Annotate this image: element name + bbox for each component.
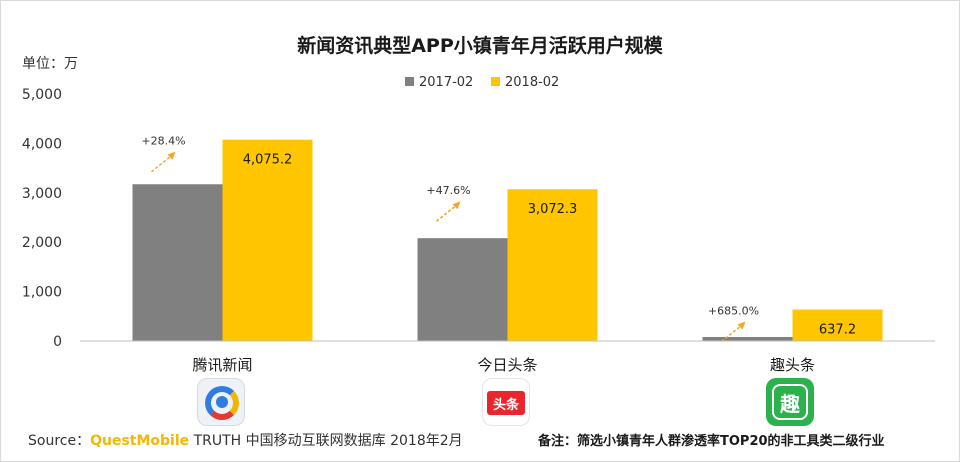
bar-2017-02 <box>417 238 508 341</box>
unit-label: 单位：万 <box>22 56 78 72</box>
bar-2018-02 <box>507 189 598 341</box>
y-tick-label: 5,000 <box>22 87 62 103</box>
bar-2018-02 <box>222 139 313 341</box>
growth-arrow-line <box>151 155 172 173</box>
toutiao-badge: 头条 <box>487 391 525 415</box>
source-note: Source：QuestMobile TRUTH 中国移动互联网数据库 2018… <box>28 430 463 450</box>
y-tick-label: 3,000 <box>22 186 62 202</box>
data-label: 4,075.2 <box>243 153 293 168</box>
x-category-label: 今日头条 <box>477 356 537 374</box>
x-category-label: 趣头条 <box>770 356 815 374</box>
growth-arrow-head <box>452 201 461 210</box>
toutiao-app-icon: 头条 <box>482 378 530 426</box>
bar-2017-02 <box>702 336 793 341</box>
growth-label: +47.6% <box>426 184 470 197</box>
tencent-news-dot-icon <box>216 396 228 408</box>
data-label: 3,072.3 <box>528 202 578 217</box>
legend-label: 2017-02 <box>419 75 473 90</box>
source-rest: TRUTH 中国移动互联网数据库 2018年2月 <box>189 433 463 449</box>
footnote: 备注：筛选小镇青年人群渗透率TOP20的非工具类二级行业 <box>538 434 885 449</box>
qutoutiao-glyph: 趣 <box>772 384 808 420</box>
growth-arrow-head <box>167 151 176 160</box>
data-label: 637.2 <box>819 323 856 338</box>
y-axis: 0 1,000 2,000 3,000 4,000 5,000 <box>22 87 62 350</box>
y-tick-label: 0 <box>53 334 62 350</box>
x-category-label: 腾讯新闻 <box>192 356 252 374</box>
growth-arrow-head <box>737 321 746 330</box>
bar-2017-02 <box>132 184 223 341</box>
chart-title: 新闻资讯典型APP小镇青年月活跃用户规模 <box>297 34 664 57</box>
x-axis: 腾讯新闻 今日头条 趣头条 <box>80 340 935 374</box>
growth-arrow-line <box>721 324 742 343</box>
growth-arrow-line <box>436 204 457 222</box>
tencent-news-ring-icon <box>205 386 239 420</box>
legend: 2017-02 2018-02 <box>405 75 559 90</box>
y-tick-label: 2,000 <box>22 235 62 251</box>
growth-label: +28.4% <box>141 135 185 148</box>
bar-2018-02 <box>792 309 883 341</box>
y-tick-label: 1,000 <box>22 285 62 301</box>
y-tick-label: 4,000 <box>22 136 62 152</box>
source-brand: QuestMobile <box>90 433 190 449</box>
growth-annotations: +28.4% +47.6% +685.0% <box>141 135 759 343</box>
data-labels: 4,075.2 3,072.3 637.2 <box>243 153 856 338</box>
bars <box>132 139 883 341</box>
tencent-news-app-icon <box>197 378 245 426</box>
legend-swatch-2017-02 <box>405 77 414 86</box>
legend-label: 2018-02 <box>505 75 559 90</box>
legend-swatch-2018-02 <box>491 77 500 86</box>
qutoutiao-app-icon: 趣 <box>766 378 814 426</box>
source-prefix: Source： <box>28 433 91 449</box>
growth-label: +685.0% <box>708 305 759 318</box>
